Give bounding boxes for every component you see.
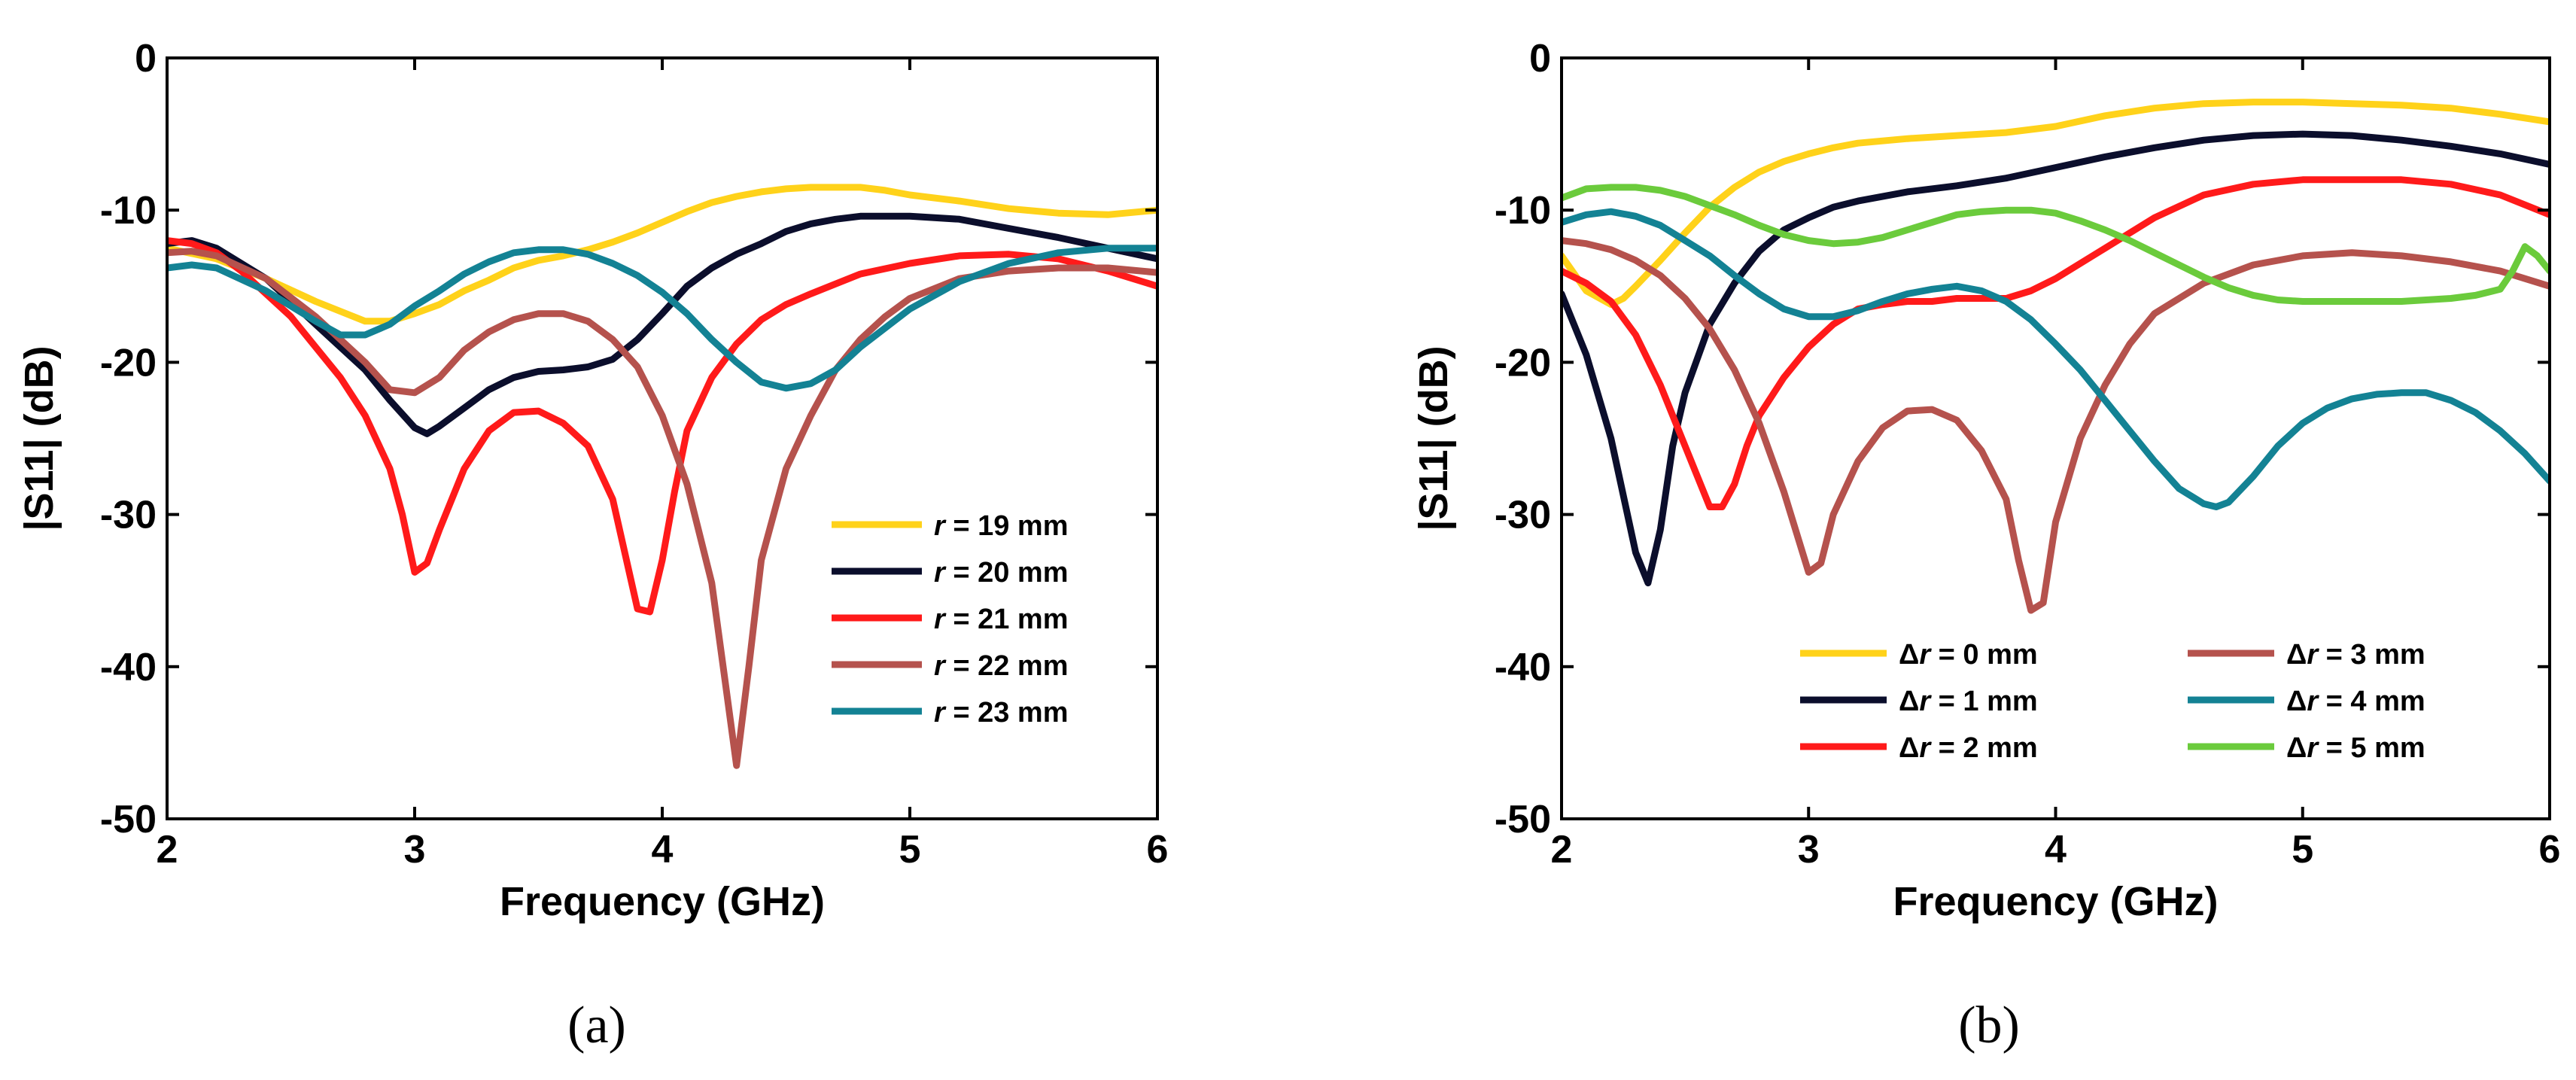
- x-tick-label: 4: [652, 828, 674, 872]
- legend-label-5: Δr = 4 mm: [2286, 686, 2425, 717]
- y-tick-label: -10: [1495, 189, 1551, 233]
- y-tick-label: 0: [1529, 37, 1551, 81]
- legend-label-3: Δr = 2 mm: [1899, 732, 2038, 764]
- legend: r = 19 mm r = 20 mm r = 21 mm r = 22 mm r = …: [832, 510, 1069, 729]
- y-axis-title: |S11| (dB): [1411, 345, 1457, 531]
- y-tick-label: -10: [100, 189, 157, 233]
- legend-label-6: Δr = 5 mm: [2286, 732, 2425, 764]
- series-line-1: [1562, 99, 2550, 309]
- legend: Δr = 0 mm Δr = 1 mm Δr = 2 mm Δr = 3 mm Δr =…: [1800, 639, 2425, 764]
- x-tick-label: 6: [1147, 828, 1169, 872]
- x-axis-title: Frequency (GHz): [1893, 879, 2218, 924]
- y-tick-label: 0: [135, 37, 157, 81]
- x-tick-label: 4: [2045, 828, 2067, 872]
- series-line-3: [1562, 176, 2550, 510]
- x-tick-label: 2: [1551, 828, 1573, 872]
- x-tick-label: 3: [404, 828, 426, 872]
- legend-label-4: Δr = 3 mm: [2286, 639, 2425, 671]
- chart-panel-a: 2 3 4 5 6 0 -10 -20 -30 -40 -50 Frequency (GHz) |S11…: [17, 37, 1168, 924]
- series-line-2: [1562, 130, 2550, 587]
- y-tick-label: -50: [1495, 798, 1551, 841]
- legend-label-2: r = 20 mm: [934, 557, 1069, 589]
- y-tick-label: -20: [1495, 341, 1551, 385]
- legend-label-4: r = 22 mm: [934, 650, 1069, 682]
- x-tick-label: 5: [2292, 828, 2313, 872]
- panel-caption-b: (b): [1958, 996, 2020, 1054]
- legend-label-5: r = 23 mm: [934, 697, 1069, 729]
- series-line-3: [167, 237, 1157, 616]
- chart-panel-b: 2 3 4 5 6 0 -10 -20 -30 -40 -50 Frequency (GHz) |S11…: [1411, 37, 2560, 924]
- y-tick-label: -30: [100, 494, 157, 537]
- series-line-4: [167, 248, 1157, 769]
- y-tick-label: -20: [100, 341, 157, 385]
- series-line-5: [1562, 208, 2550, 510]
- y-tick-label: -50: [100, 798, 157, 841]
- x-axis-title: Frequency (GHz): [500, 879, 825, 924]
- series-line-6: [1562, 184, 2550, 305]
- legend-label-3: r = 21 mm: [934, 604, 1069, 635]
- x-tick-label: 6: [2539, 828, 2561, 872]
- legend-label-2: Δr = 1 mm: [1899, 686, 2038, 717]
- y-tick-label: -40: [1495, 646, 1551, 689]
- legend-label-1: Δr = 0 mm: [1899, 639, 2038, 671]
- y-axis-title: |S11| (dB): [17, 345, 62, 531]
- x-tick-label: 2: [157, 828, 178, 872]
- legend-label-1: r = 19 mm: [934, 510, 1069, 542]
- y-tick-label: -30: [1495, 494, 1551, 537]
- x-tick-label: 3: [1798, 828, 1820, 872]
- series-line-5: [167, 245, 1157, 392]
- series-line-4: [1562, 237, 2550, 614]
- x-tick-label: 5: [899, 828, 921, 872]
- y-tick-label: -40: [100, 646, 157, 689]
- panel-caption-a: (a): [567, 996, 626, 1054]
